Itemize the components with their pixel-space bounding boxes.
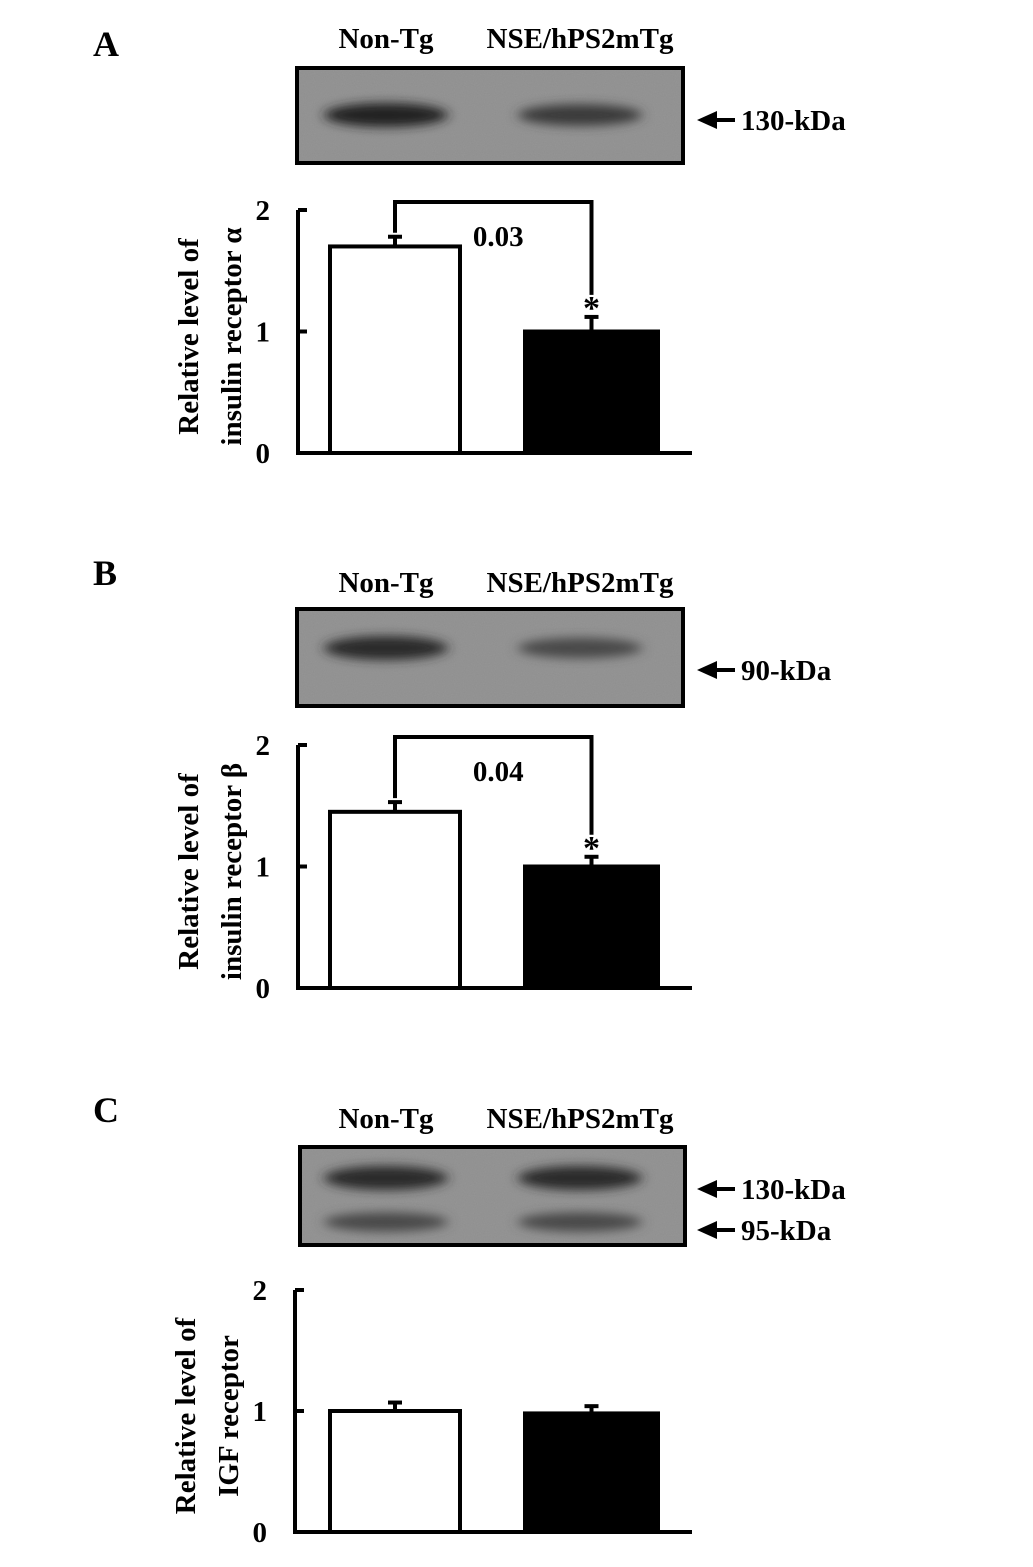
blot-band [518, 637, 642, 659]
blot-band [324, 636, 448, 660]
p-value-label: 0.03 [473, 221, 524, 253]
bar-chart: 0 1 2 Relative level of insulin receptor β 0.… [173, 730, 692, 1005]
marker-label: 130-kDa [741, 105, 846, 137]
y-tick-label: 1 [253, 1396, 268, 1428]
bar [328, 244, 462, 455]
arrow-icon [697, 661, 717, 679]
blot-border [298, 1145, 687, 1247]
blot-band [518, 1212, 642, 1232]
y-tick-label: 0 [256, 973, 271, 1005]
y-tick-label: 2 [256, 730, 271, 762]
y-tick-label: 1 [256, 317, 271, 349]
bar [523, 864, 660, 990]
blot-band [324, 103, 448, 127]
y-tick-label: 0 [256, 438, 271, 470]
blot-band [324, 1166, 448, 1190]
arrow-icon [697, 111, 717, 129]
y-axis-label: insulin receptor α [216, 227, 248, 445]
panel-letter: A [93, 24, 119, 64]
lane-label: Non-Tg [338, 23, 434, 55]
blot-band [324, 1212, 448, 1232]
y-axis-label: IGF receptor [213, 1335, 245, 1497]
y-tick-label: 0 [253, 1517, 268, 1549]
panel-b: B Non-Tg NSE/hPS2mTg 90-kDa 0 1 2 Relative leve… [93, 553, 832, 1005]
panel-letter: B [93, 553, 117, 593]
lane-label: Non-Tg [338, 567, 434, 599]
western-blot-image [295, 607, 685, 708]
y-tick-label: 1 [256, 852, 271, 884]
significance-asterisk: * [583, 830, 600, 867]
arrow-icon [697, 1180, 717, 1198]
y-axis-label: Relative level of [173, 238, 205, 435]
blot-band [518, 104, 642, 126]
lane-label: NSE/hPS2mTg [487, 567, 674, 599]
bar-chart: 0 1 2 Relative level of IGF receptor [170, 1275, 692, 1549]
marker-label: 95-kDa [741, 1215, 832, 1247]
marker-label: 130-kDa [741, 1174, 846, 1206]
blot-band [518, 1166, 642, 1190]
western-blot-image [295, 66, 685, 165]
y-tick-label: 2 [256, 195, 271, 227]
bar [328, 809, 462, 991]
western-blot-image [298, 1145, 687, 1247]
y-axis-label: insulin receptor β [216, 763, 248, 980]
bar-chart: 0 1 2 Relative level of insulin receptor α 0.… [173, 195, 692, 470]
panel-c: C Non-Tg NSE/hPS2mTg 130-kDa 95-kDa 0 1 2 Relati… [93, 1090, 846, 1549]
y-axis-label: Relative level of [173, 773, 205, 970]
bar [328, 1409, 462, 1534]
marker-label: 90-kDa [741, 655, 832, 687]
bar [523, 1411, 660, 1535]
arrow-icon [697, 1221, 717, 1239]
p-value-label: 0.04 [473, 756, 524, 788]
lane-label: NSE/hPS2mTg [487, 23, 674, 55]
blot-border [295, 66, 685, 165]
lane-label: NSE/hPS2mTg [487, 1103, 674, 1135]
blot-border [295, 607, 685, 708]
y-axis-label: Relative level of [170, 1317, 202, 1514]
bar [523, 329, 660, 455]
panel-a: A Non-Tg NSE/hPS2mTg 130-kDa 0 1 2 Relative lev… [93, 23, 846, 470]
significance-asterisk: * [583, 290, 600, 327]
significance-bracket [393, 200, 594, 295]
panel-letter: C [93, 1090, 119, 1130]
significance-bracket [393, 735, 594, 835]
lane-label: Non-Tg [338, 1103, 434, 1135]
y-tick-label: 2 [253, 1275, 268, 1307]
